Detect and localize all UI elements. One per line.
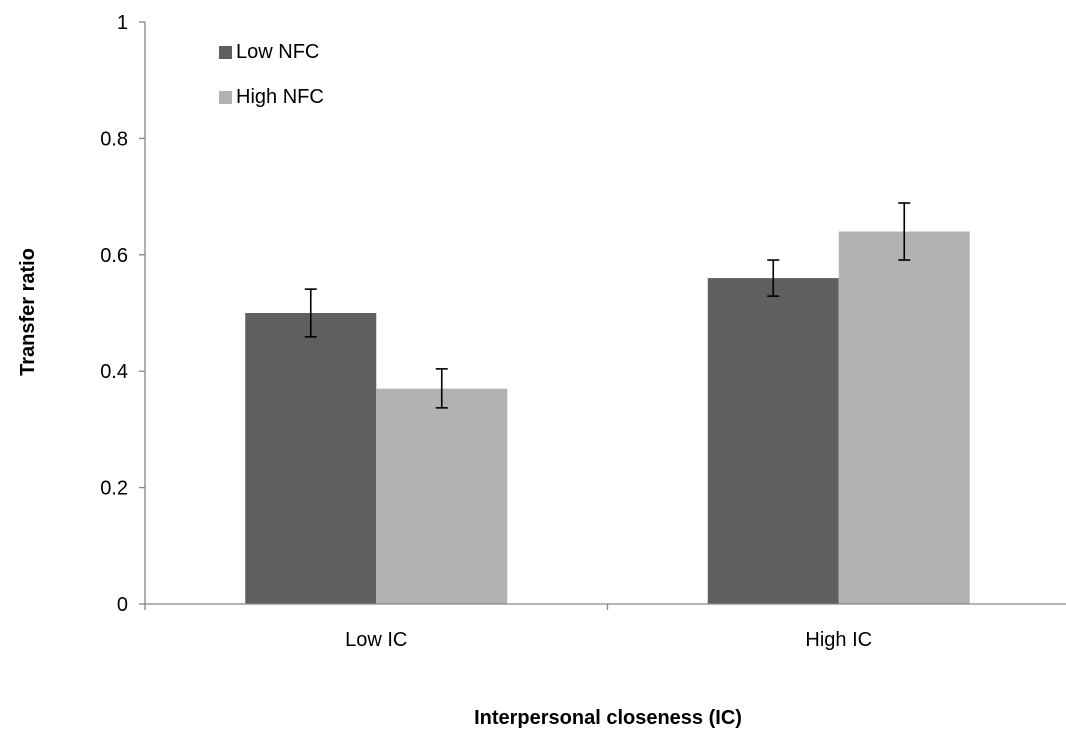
y-tick-label: 0.4 [100, 361, 128, 383]
legend-label: High NFC [236, 86, 324, 108]
legend: Low NFC High NFC [219, 41, 324, 108]
y-axis-title: Transfer ratio [17, 248, 39, 376]
y-tick-label: 0.6 [100, 245, 128, 267]
bar-low-nfc-high-ic [707, 278, 839, 604]
y-tick-label: 1 [117, 12, 128, 34]
x-tick-label: Low IC [345, 629, 407, 651]
plot-area: 0 0.2 0.4 0.6 0.8 1 Low IC High IC [100, 12, 1066, 651]
error-bar [304, 288, 317, 338]
bar-high-nfc-high-ic [838, 231, 970, 604]
error-bar [435, 368, 448, 409]
y-tick-label: 0 [117, 594, 128, 616]
error-bar [898, 202, 911, 261]
bar-low-nfc-low-ic [245, 313, 377, 604]
y-tick-label: 0.2 [100, 478, 128, 500]
legend-label: Low NFC [236, 41, 319, 63]
legend-swatch [219, 46, 232, 59]
legend-swatch [219, 91, 232, 104]
x-axis-title: Interpersonal closeness (IC) [474, 707, 742, 729]
x-tick-label: High IC [805, 629, 872, 651]
error-bar [767, 259, 780, 297]
bar-high-nfc-low-ic [376, 388, 508, 604]
y-tick-label: 0.8 [100, 128, 128, 150]
